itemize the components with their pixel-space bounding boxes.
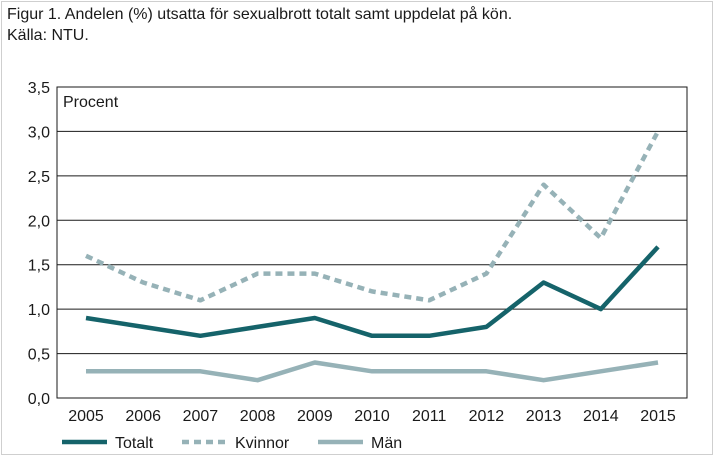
x-tick-label: 2008 [240, 408, 276, 425]
legend: Totalt Kvinnor Män [62, 435, 402, 452]
grid-lines [57, 130, 687, 355]
y-tick-label: 3,5 [28, 80, 50, 97]
x-tick-label: 2010 [354, 408, 390, 425]
x-tick-label: 2007 [183, 408, 219, 425]
y-tick-label: 2,0 [28, 213, 50, 230]
series-lines [85, 130, 660, 383]
x-tick-label: 2006 [125, 408, 161, 425]
y-axis-ticks: 0,0 0,5 1,0 1,5 2,0 2,5 3,0 3,5 [28, 80, 50, 408]
x-tick-label: 2009 [297, 408, 333, 425]
y-tick-label: 3,0 [28, 124, 50, 141]
y-tick-label: 1,0 [28, 302, 50, 319]
legend-label: Män [371, 435, 402, 452]
x-tick-label: 2015 [640, 408, 676, 425]
plot-border [56, 86, 688, 399]
x-tick-label: 2014 [583, 408, 619, 425]
y-tick-label: 1,5 [28, 258, 50, 275]
y-tick-label: 2,5 [28, 169, 50, 186]
x-axis-ticks: 2005 2006 2007 2008 2009 2010 2011 2012 2013 2014… [68, 408, 676, 425]
chart-source: Källa: NTU. [7, 27, 89, 44]
chart-title: Figur 1. Andelen (%) utsatta för sexualb… [7, 6, 513, 23]
legend-label: Totalt [115, 435, 154, 452]
x-tick-label: 2005 [68, 408, 104, 425]
x-tick-label: 2012 [469, 408, 505, 425]
y-tick-label: 0,5 [28, 347, 50, 364]
y-tick-label: 0,0 [28, 391, 50, 408]
series-line-kvinnor [85, 130, 660, 303]
legend-label: Kvinnor [235, 435, 290, 452]
x-tick-label: 2013 [526, 408, 562, 425]
x-tick-label: 2011 [412, 408, 447, 425]
unit-label: Procent [63, 94, 119, 111]
